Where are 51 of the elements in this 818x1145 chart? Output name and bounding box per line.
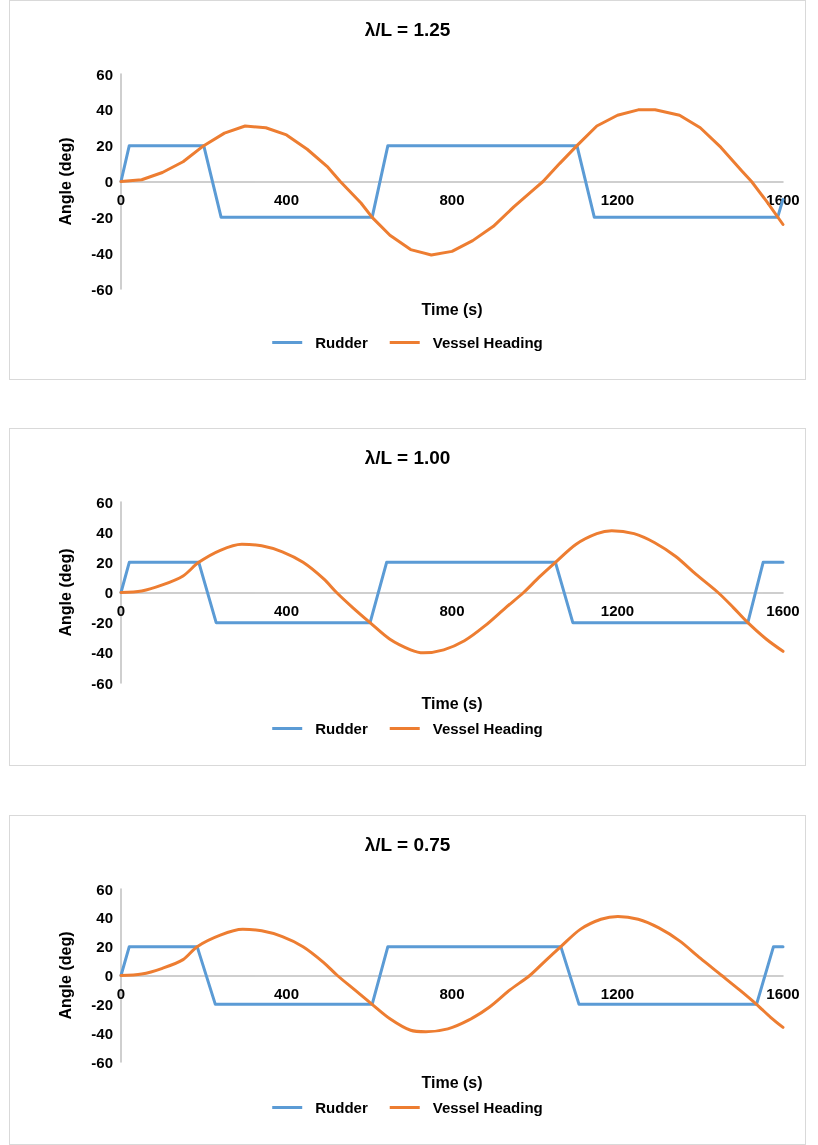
x-axis-title: Time (s) [421, 694, 483, 712]
legend-label: Vessel Heading [432, 720, 543, 737]
y-tick-label: -40 [91, 244, 113, 262]
y-axis-title: Angle (deg) [56, 931, 74, 1020]
y-tick-label: 40 [96, 101, 113, 119]
x-tick-label: 800 [439, 190, 465, 208]
y-tick-label: 20 [96, 137, 113, 155]
y-tick-label: -20 [91, 995, 113, 1013]
legend-label: Rudder [315, 1099, 368, 1116]
x-tick-label: 1600 [766, 984, 800, 1002]
x-tick-label: 1600 [766, 190, 800, 208]
y-tick-label: 40 [96, 909, 113, 927]
chart-title: λ/L = 0.75 [364, 834, 451, 855]
y-tick-label: 0 [104, 584, 113, 601]
x-tick-label: 800 [439, 984, 465, 1002]
x-tick-label: 1200 [600, 190, 635, 208]
y-tick-label: 0 [104, 967, 113, 984]
y-tick-label: 20 [96, 938, 113, 956]
x-tick-label: 0 [116, 984, 126, 1002]
x-tick-label: 800 [439, 601, 465, 619]
x-tick-label: 0 [116, 190, 126, 208]
x-tick-label: 1600 [766, 601, 800, 619]
y-tick-label: -40 [91, 1024, 113, 1042]
x-tick-label: 1200 [600, 601, 635, 619]
x-tick-label: 1200 [600, 984, 635, 1002]
y-tick-label: 20 [96, 553, 113, 571]
y-axis-title: Angle (deg) [56, 137, 74, 226]
y-tick-label: 60 [96, 493, 113, 511]
x-axis-title: Time (s) [421, 300, 483, 318]
y-tick-label: -20 [91, 208, 113, 226]
legend-label: Rudder [315, 720, 368, 737]
chart-title: λ/L = 1.25 [364, 19, 451, 40]
y-tick-label: -40 [91, 644, 113, 662]
y-tick-label: -60 [91, 280, 113, 298]
legend-label: Rudder [315, 334, 368, 351]
legend-label: Vessel Heading [432, 1099, 543, 1116]
x-tick-label: 400 [273, 190, 300, 208]
y-tick-label: -60 [91, 674, 113, 692]
chart-title: λ/L = 1.00 [364, 447, 451, 468]
y-tick-label: 60 [96, 65, 113, 83]
y-tick-label: 60 [96, 880, 113, 898]
x-tick-label: 400 [273, 984, 300, 1002]
legend-label: Vessel Heading [432, 334, 543, 351]
y-axis-title: Angle (deg) [56, 548, 74, 637]
x-axis-title: Time (s) [421, 1073, 483, 1091]
x-tick-label: 0 [116, 601, 126, 619]
y-tick-label: 40 [96, 523, 113, 541]
y-tick-label: -60 [91, 1053, 113, 1071]
x-tick-label: 400 [273, 601, 300, 619]
y-tick-label: 0 [104, 173, 113, 190]
y-tick-label: -20 [91, 614, 113, 632]
